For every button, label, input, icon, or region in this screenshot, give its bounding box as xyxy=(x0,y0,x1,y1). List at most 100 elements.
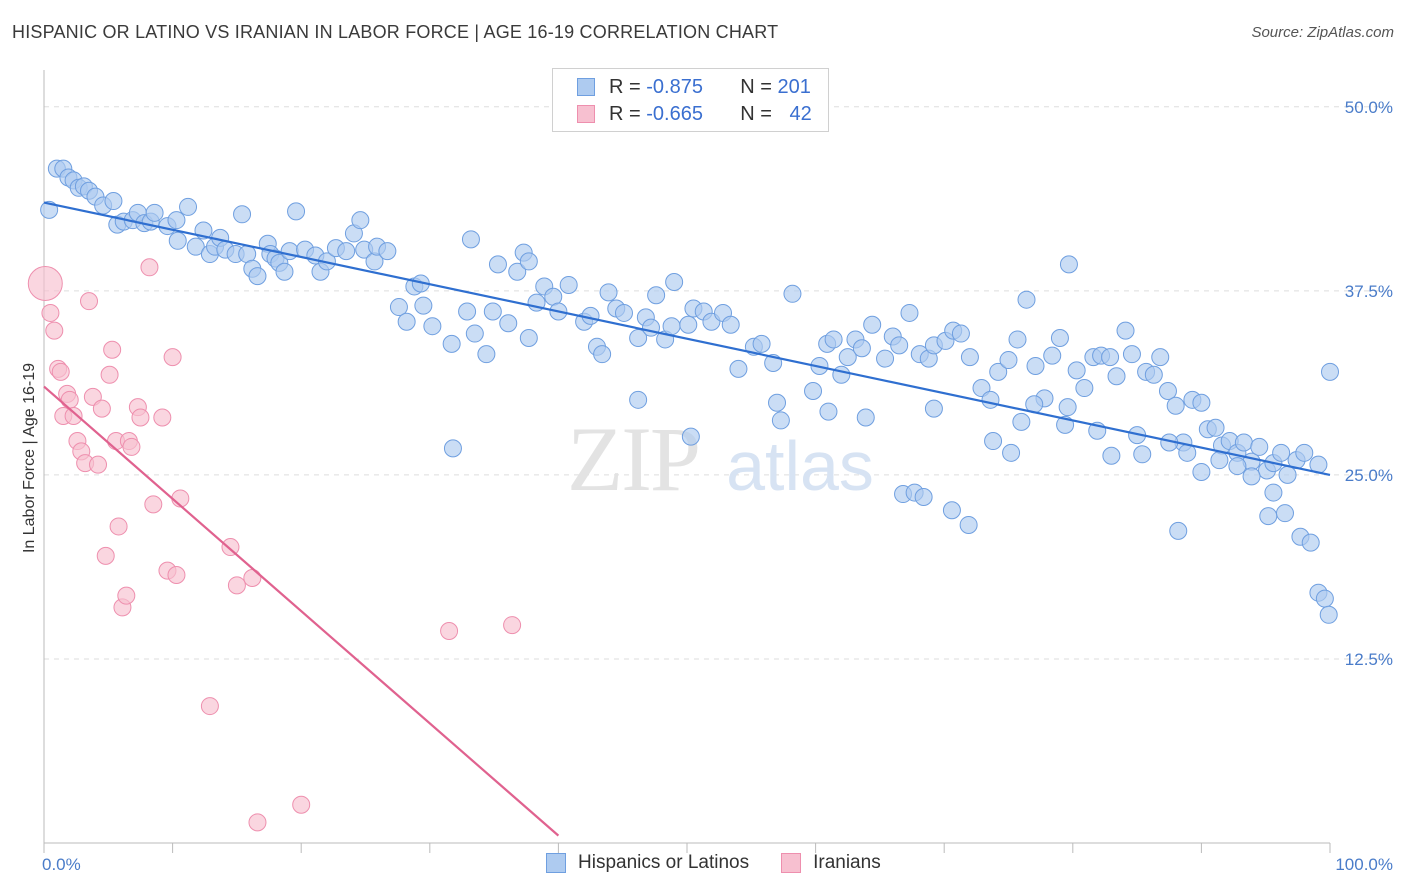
hispanic-point xyxy=(1107,367,1126,386)
iranian-point xyxy=(167,566,186,585)
hispanic-point xyxy=(1192,462,1211,481)
hispanic-point xyxy=(1250,437,1269,456)
iranian-point xyxy=(60,390,79,409)
hispanic-point xyxy=(960,348,979,367)
iranian-point xyxy=(144,495,163,514)
hispanic-point xyxy=(1122,345,1141,364)
hispanic-point xyxy=(443,439,462,458)
legend-n-label: N = xyxy=(740,102,778,125)
hispanic-point xyxy=(1058,398,1077,417)
iranian-point xyxy=(92,399,111,418)
x-tick-label: 0.0% xyxy=(42,855,81,874)
hispanic-point xyxy=(1002,443,1021,462)
hispanic-point xyxy=(397,312,416,331)
iranian-point xyxy=(100,365,119,384)
hispanic-point xyxy=(499,314,518,333)
iranian-point xyxy=(103,340,122,359)
iranian-point xyxy=(96,546,115,565)
hispanic-point xyxy=(167,211,186,230)
hispanic-point xyxy=(233,205,252,224)
tick-labels: 12.5% 25.0% 37.5% 50.0% 0.0% 100.0% xyxy=(42,98,1393,874)
iranian-point xyxy=(64,407,83,426)
hispanic-point xyxy=(461,230,480,249)
iranian-point xyxy=(440,621,459,640)
hispanic-point xyxy=(1043,346,1062,365)
hispanic-point xyxy=(804,381,823,400)
legend-swatch-pink xyxy=(781,853,802,873)
hispanic-point xyxy=(1275,504,1294,523)
watermark-atlas: atlas xyxy=(726,427,874,505)
legend-r-label: R = xyxy=(609,102,647,125)
legend-label: Iranians xyxy=(813,852,881,873)
y-tick-label: 12.5% xyxy=(1345,650,1393,669)
hispanic-point xyxy=(721,315,740,334)
hispanic-point xyxy=(1272,443,1291,462)
hispanic-point xyxy=(442,334,461,353)
hispanic-point xyxy=(1206,418,1225,437)
hispanic-point xyxy=(662,317,681,336)
y-tick-label: 37.5% xyxy=(1345,282,1393,301)
series-legend: Hispanics or Latinos Iranians xyxy=(546,852,913,874)
iranian-point xyxy=(227,576,246,595)
hispanic-point xyxy=(179,197,198,216)
iranian-point xyxy=(80,292,99,311)
hispanic-point xyxy=(752,334,771,353)
legend-swatch-blue xyxy=(577,78,595,96)
hispanic-point xyxy=(647,286,666,305)
hispanic-point xyxy=(1075,379,1094,398)
iranian-point xyxy=(248,813,267,832)
hispanic-point xyxy=(559,275,578,294)
hispanic-point xyxy=(819,402,838,421)
watermark-zip: ZIP xyxy=(567,408,699,510)
hispanic-point xyxy=(1295,443,1314,462)
iranian-point xyxy=(122,437,141,456)
hispanic-point xyxy=(1259,507,1278,526)
hispanic-point xyxy=(145,203,164,222)
legend-r-label: R = xyxy=(609,75,647,98)
hispanic-point xyxy=(337,242,356,261)
hispanic-point xyxy=(890,336,909,355)
hispanic-point xyxy=(280,242,299,261)
hispanic-point xyxy=(838,348,857,367)
hispanic-point xyxy=(248,267,267,286)
hispanic-point xyxy=(832,365,851,384)
hispanic-point xyxy=(989,362,1008,381)
legend-label: Hispanics or Latinos xyxy=(578,852,750,873)
axes xyxy=(43,70,1331,853)
hispanic-point xyxy=(414,296,433,315)
hispanic-point xyxy=(984,432,1003,451)
hispanic-point xyxy=(1319,605,1338,624)
hispanic-point xyxy=(1158,381,1177,400)
hispanic-point xyxy=(771,411,790,430)
hispanic-point xyxy=(104,192,123,211)
legend-row-iranians: R = -0.665 N = 42 xyxy=(577,101,812,127)
hispanic-point xyxy=(681,427,700,446)
iranian-point xyxy=(243,568,262,587)
iranian-point xyxy=(27,265,63,301)
legend-r-value: -0.665 xyxy=(646,102,703,125)
legend-n-value: 42 xyxy=(789,102,812,125)
legend-n-label: N = xyxy=(740,75,778,98)
hispanic-point xyxy=(1067,361,1086,380)
hispanic-point xyxy=(519,252,538,271)
trend-lines xyxy=(43,201,1331,837)
hispanic-point xyxy=(1116,321,1135,340)
y-tick-label: 50.0% xyxy=(1345,98,1393,117)
hispanic-point xyxy=(729,359,748,378)
iranian-point xyxy=(131,408,150,427)
hispanic-point xyxy=(1102,446,1121,465)
hispanic-point xyxy=(876,349,895,368)
hispanic-point xyxy=(629,390,648,409)
hispanic-point xyxy=(423,317,442,336)
hispanic-point xyxy=(1315,589,1334,608)
hispanic-point xyxy=(914,487,933,506)
hispanics-trend-line xyxy=(43,201,1331,476)
iranian-point xyxy=(89,455,108,474)
hispanic-point xyxy=(1321,362,1339,381)
legend-swatch-pink xyxy=(577,105,595,123)
iranian-point xyxy=(41,303,60,322)
hispanic-point xyxy=(1278,465,1297,484)
stats-legend: R = -0.875 N = 201 R = -0.665 N = 42 xyxy=(552,68,829,132)
hispanic-point xyxy=(900,303,919,322)
hispanic-point xyxy=(599,283,618,302)
